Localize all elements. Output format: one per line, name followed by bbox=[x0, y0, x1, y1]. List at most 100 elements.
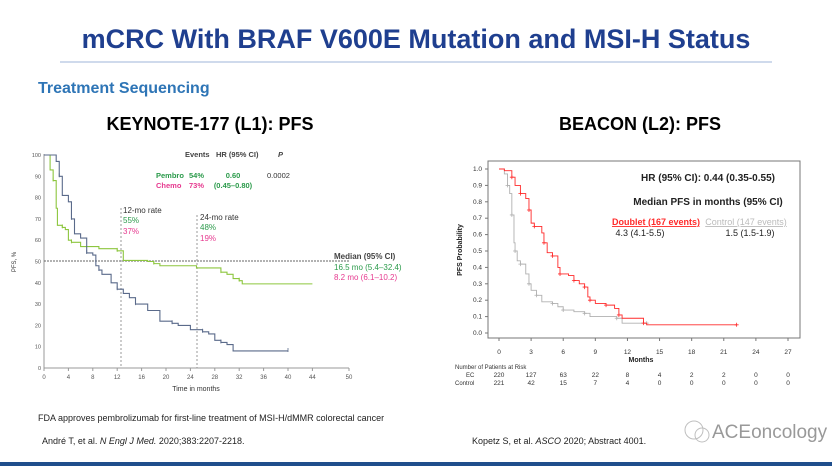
risk-value: 0 bbox=[754, 380, 758, 387]
risk-row-label-control: Control bbox=[455, 381, 474, 387]
hr-text: HR (95% CI): 0.44 (0.35-0.55) bbox=[641, 173, 775, 184]
plot-frame bbox=[487, 160, 801, 339]
y-tick-label: 0.4 bbox=[473, 264, 482, 271]
reference-right: Kopetz S, et al. ASCO 2020; Abstract 400… bbox=[472, 436, 646, 446]
risk-value: 2 bbox=[690, 372, 694, 379]
risk-value: 0 bbox=[658, 380, 662, 387]
legend-doublet: Doublet (167 events) bbox=[612, 217, 700, 227]
x-tick-label: 12 bbox=[624, 349, 632, 356]
beacon-chart: 0 3 6 9 12 15 18 21 24 270.00.10.20.30.40.50.60.7… bbox=[455, 160, 801, 387]
x-tick-label: 44 bbox=[309, 375, 316, 381]
risk-value: 22 bbox=[592, 372, 600, 379]
censor-mark bbox=[616, 312, 621, 317]
censor-mark bbox=[582, 285, 587, 290]
x-tick-label: 24 bbox=[752, 349, 760, 356]
x-tick-label: 15 bbox=[656, 349, 664, 356]
risk-value: 8 bbox=[626, 372, 630, 379]
median-label: Median (95% CI) bbox=[334, 252, 396, 261]
chemo-events: 73% bbox=[189, 181, 204, 190]
risk-value: 4 bbox=[658, 372, 662, 379]
x-tick-label: 0 bbox=[42, 375, 46, 381]
censor-mark bbox=[518, 262, 523, 267]
median-header: Median PFS in months (95% CI) bbox=[633, 197, 782, 208]
censor-mark bbox=[518, 191, 523, 196]
y-tick-label: 100 bbox=[32, 153, 41, 159]
x-tick-label: 20 bbox=[163, 375, 170, 381]
rate24-label: 24-mo rate bbox=[200, 213, 239, 222]
y-tick-label: 90 bbox=[35, 174, 41, 180]
censor-mark bbox=[534, 293, 539, 298]
rate24-chemo: 19% bbox=[200, 234, 216, 243]
risk-value: 0 bbox=[786, 372, 790, 379]
slide-title: mCRC With BRAF V600E Mutation and MSI-H … bbox=[82, 24, 751, 54]
rate12-label: 12-mo rate bbox=[123, 206, 162, 215]
p-value: 0.0002 bbox=[267, 171, 290, 180]
censor-mark bbox=[509, 212, 514, 217]
doublet-curve bbox=[499, 168, 737, 326]
x-tick-label: 24 bbox=[187, 375, 194, 381]
censor-mark bbox=[587, 298, 592, 303]
watermark-text: ACEoncology bbox=[712, 422, 828, 443]
y-tick-label: 0.0 bbox=[473, 330, 482, 337]
censor-mark bbox=[561, 308, 566, 313]
risk-value: 4 bbox=[626, 380, 630, 387]
risk-value: 42 bbox=[527, 380, 535, 387]
bottom-bar bbox=[0, 462, 832, 466]
chemo-label: Chemo bbox=[156, 181, 182, 190]
y-tick-label: 0.8 bbox=[473, 199, 482, 206]
y-tick-label: 0.9 bbox=[473, 182, 482, 189]
footnote: FDA approves pembrolizumab for first-lin… bbox=[38, 413, 384, 423]
censor-mark bbox=[541, 240, 546, 245]
x-tick-label: 27 bbox=[784, 349, 792, 356]
y-tick-label: 40 bbox=[35, 281, 41, 287]
censor-mark bbox=[641, 321, 646, 326]
rate12-pembro: 55% bbox=[123, 216, 139, 225]
legend-control: Control (147 events) bbox=[705, 217, 787, 227]
hr-ci: (0.45–0.80) bbox=[214, 181, 253, 190]
risk-value: 127 bbox=[526, 372, 537, 379]
median-doublet: 4.3 (4.1-5.5) bbox=[615, 228, 664, 238]
risk-value: 2 bbox=[722, 372, 726, 379]
wechat-icon bbox=[684, 420, 704, 440]
x-tick-label: 21 bbox=[720, 349, 728, 356]
pembro-label: Pembro bbox=[156, 171, 184, 180]
x-tick-label: 40 bbox=[285, 375, 292, 381]
risk-value: 7 bbox=[594, 380, 598, 387]
censor-mark bbox=[532, 224, 537, 229]
reference-left: André T, et al. N Engl J Med. 2020;383:2… bbox=[42, 436, 245, 446]
x-tick-label: 6 bbox=[561, 349, 565, 356]
censor-mark bbox=[550, 253, 555, 258]
x-tick-label: 32 bbox=[236, 375, 243, 381]
censor-mark bbox=[505, 183, 510, 188]
y-tick-label: 1.0 bbox=[473, 166, 482, 173]
events-header: Events bbox=[185, 150, 210, 159]
censor-mark bbox=[513, 249, 518, 253]
y-tick-label: 0.6 bbox=[473, 232, 482, 239]
censor-mark bbox=[526, 208, 531, 212]
x-tick-label: 4 bbox=[67, 375, 71, 381]
x-tick-label: 8 bbox=[91, 375, 95, 381]
y-tick-label: 0.7 bbox=[473, 215, 482, 222]
p-header: P bbox=[278, 150, 284, 159]
rate12-chemo: 37% bbox=[123, 227, 139, 236]
x-axis-label: Time in months bbox=[172, 386, 220, 393]
x-tick-label: 12 bbox=[114, 375, 121, 381]
risk-value: 15 bbox=[560, 380, 568, 387]
wechat-icon-bubble bbox=[694, 427, 710, 443]
x-tick-label: 16 bbox=[138, 375, 145, 381]
risk-table-title: Number of Patients at Risk bbox=[455, 365, 527, 371]
slide-subtitle: Treatment Sequencing bbox=[38, 80, 210, 97]
y-axis-label: PFS Probability bbox=[457, 224, 464, 276]
y-axis-label: PFS, % bbox=[12, 251, 18, 272]
risk-value: 220 bbox=[494, 372, 505, 379]
x-tick-label: 36 bbox=[260, 375, 267, 381]
risk-value: 0 bbox=[722, 380, 726, 387]
censor-mark bbox=[509, 175, 514, 180]
censor-mark bbox=[604, 303, 609, 308]
pembro-events: 54% bbox=[189, 171, 204, 180]
x-tick-label: 9 bbox=[594, 349, 598, 356]
y-tick-label: 50 bbox=[35, 260, 41, 266]
y-tick-label: 30 bbox=[35, 302, 41, 308]
y-tick-label: 0.2 bbox=[473, 297, 482, 304]
